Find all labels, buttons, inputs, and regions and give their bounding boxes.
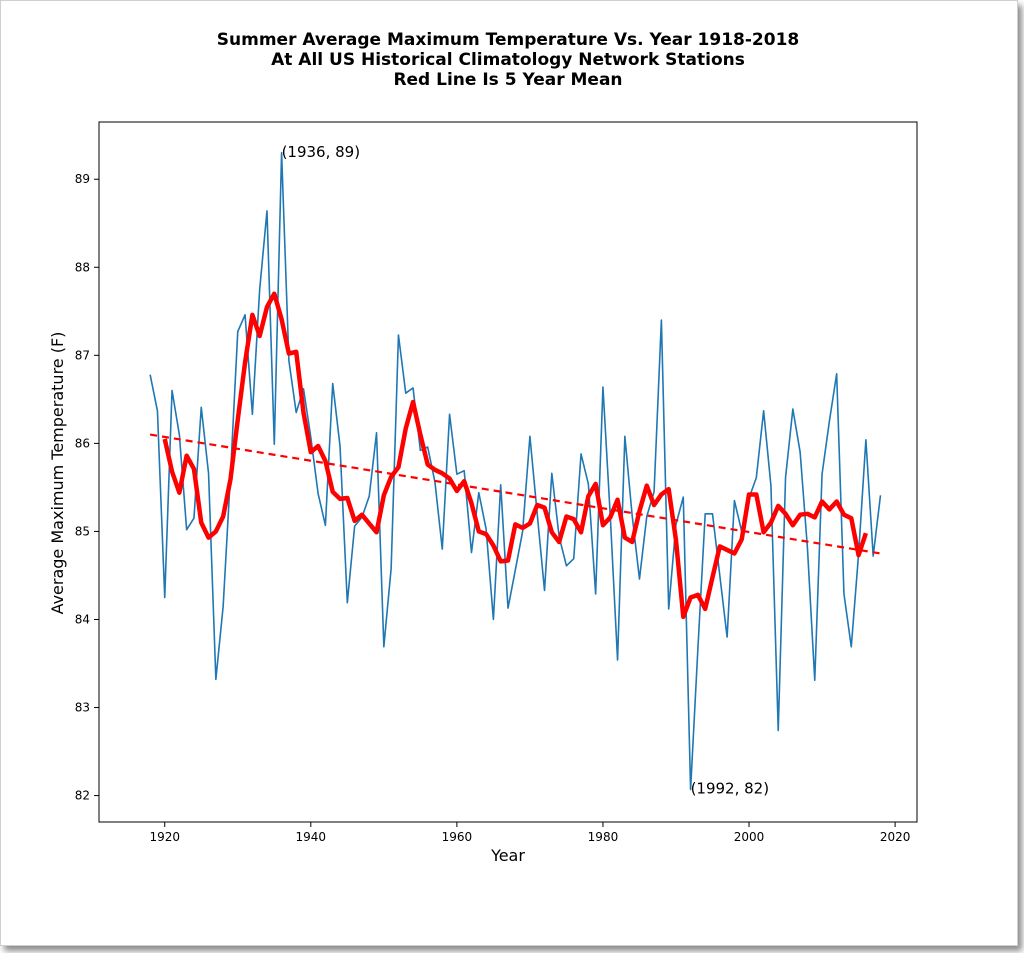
x-tick-label: 2000 bbox=[734, 830, 765, 844]
chart-title-line-3: Red Line Is 5 Year Mean bbox=[393, 70, 623, 90]
x-tick-label: 2020 bbox=[880, 830, 911, 844]
peak-annotation: (1936, 89) bbox=[282, 143, 361, 161]
plot-area bbox=[98, 121, 918, 823]
y-tick-label: 89 bbox=[75, 172, 90, 186]
trend-line bbox=[149, 433, 881, 555]
annotations: (1936, 89) (1992, 82) bbox=[282, 143, 770, 798]
chart-title: Summer Average Maximum Temperature Vs. Y… bbox=[0, 30, 1016, 90]
annual-temperature-line bbox=[149, 152, 882, 791]
y-tick-label: 86 bbox=[75, 436, 90, 450]
x-axis-ticks: 1920 1940 1960 1980 2000 2020 bbox=[149, 822, 910, 844]
x-tick-label: 1980 bbox=[588, 830, 619, 844]
chart-title-line-1: Summer Average Maximum Temperature Vs. Y… bbox=[216, 30, 800, 50]
y-axis-ticks: 82 83 84 85 86 87 88 89 bbox=[75, 172, 99, 803]
y-tick-label: 82 bbox=[75, 789, 90, 803]
y-tick-label: 85 bbox=[75, 524, 90, 538]
x-tick-label: 1940 bbox=[296, 830, 327, 844]
series-layer bbox=[149, 152, 882, 791]
y-tick-label: 87 bbox=[75, 348, 90, 362]
y-tick-label: 84 bbox=[75, 612, 90, 626]
x-tick-label: 1960 bbox=[442, 830, 473, 844]
chart-title-line-2: At All US Historical Climatology Network… bbox=[271, 50, 745, 70]
x-axis-label: Year bbox=[490, 846, 525, 865]
x-tick-label: 1920 bbox=[149, 830, 180, 844]
five-year-mean-line bbox=[162, 291, 869, 620]
y-axis-label: Average Maximum Temperature (F) bbox=[48, 332, 67, 615]
y-tick-label: 88 bbox=[75, 260, 90, 274]
y-tick-label: 83 bbox=[75, 701, 90, 715]
peak-annotation: (1992, 82) bbox=[691, 779, 770, 797]
